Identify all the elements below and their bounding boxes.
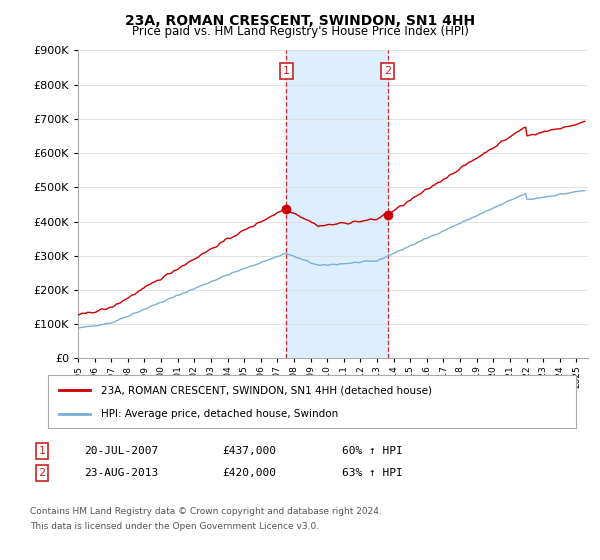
Bar — [286, 50, 388, 358]
Text: Price paid vs. HM Land Registry's House Price Index (HPI): Price paid vs. HM Land Registry's House … — [131, 25, 469, 38]
Text: 63% ↑ HPI: 63% ↑ HPI — [342, 468, 403, 478]
Text: 2: 2 — [384, 66, 391, 76]
Text: £420,000: £420,000 — [222, 468, 276, 478]
Text: 20-JUL-2007: 20-JUL-2007 — [84, 446, 158, 456]
Text: 1: 1 — [38, 446, 46, 456]
Text: 60% ↑ HPI: 60% ↑ HPI — [342, 446, 403, 456]
Text: 23A, ROMAN CRESCENT, SWINDON, SN1 4HH (detached house): 23A, ROMAN CRESCENT, SWINDON, SN1 4HH (d… — [101, 385, 432, 395]
Text: 23-AUG-2013: 23-AUG-2013 — [84, 468, 158, 478]
Text: Contains HM Land Registry data © Crown copyright and database right 2024.: Contains HM Land Registry data © Crown c… — [30, 507, 382, 516]
Text: 2: 2 — [38, 468, 46, 478]
Text: 1: 1 — [283, 66, 290, 76]
Text: 23A, ROMAN CRESCENT, SWINDON, SN1 4HH: 23A, ROMAN CRESCENT, SWINDON, SN1 4HH — [125, 14, 475, 28]
Text: £437,000: £437,000 — [222, 446, 276, 456]
Text: HPI: Average price, detached house, Swindon: HPI: Average price, detached house, Swin… — [101, 408, 338, 418]
Text: This data is licensed under the Open Government Licence v3.0.: This data is licensed under the Open Gov… — [30, 522, 319, 531]
